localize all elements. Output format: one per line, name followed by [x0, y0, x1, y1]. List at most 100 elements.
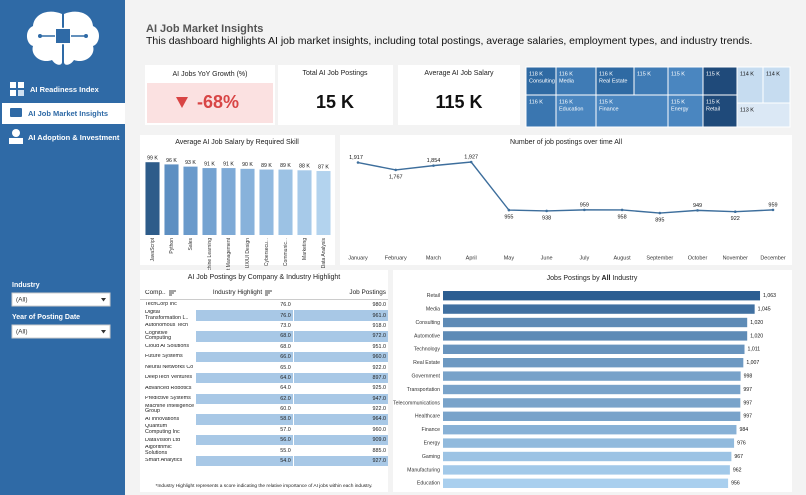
kpi-value: 15 K	[316, 92, 354, 112]
point	[583, 208, 586, 212]
point	[733, 210, 737, 214]
treemap-label: Consulting	[529, 78, 555, 84]
bar-label: 1,020	[750, 320, 763, 326]
treemap-value: 115 K	[706, 99, 720, 105]
sort-icon[interactable]	[168, 290, 177, 296]
point-label: 959	[580, 202, 589, 208]
point	[356, 161, 360, 164]
x-tick-label: Marketing	[302, 238, 308, 260]
table-row: DataVision Ltd 56.0 909.0	[140, 435, 388, 446]
bar-label: 91 K	[223, 161, 234, 167]
table-cell: 64.0	[194, 372, 293, 384]
nav-item[interactable]: AI Job Market Insights	[28, 109, 108, 118]
point-label: 1,927	[464, 154, 478, 160]
bar-label: 87 K	[318, 164, 329, 170]
bar	[443, 451, 732, 462]
chart-title: Average AI Job Salary by Required Skill	[175, 139, 299, 146]
y-tick-label: Real Estate	[413, 360, 440, 366]
y-tick-label: Manufacturing	[407, 467, 440, 473]
bar-label: 93 K	[185, 160, 196, 166]
x-tick-label: May	[504, 255, 515, 261]
table-row: DeepTech Ventures 64.0 897.0	[140, 372, 388, 384]
filter-value[interactable]: (All)	[16, 297, 28, 304]
y-tick-label: Energy	[424, 440, 441, 446]
table-cell: 68.0	[194, 331, 293, 342]
bar-label: 997	[743, 414, 752, 420]
bar	[443, 291, 761, 301]
table-row: Autonomous Tech 73.0 918.0	[140, 320, 388, 332]
y-tick-label: Education	[417, 481, 440, 487]
x-tick-label: Sales	[188, 238, 194, 251]
nav-item[interactable]: AI Adoption & Investment	[28, 133, 120, 142]
treemap-value: 115 K	[637, 71, 651, 77]
bar	[443, 304, 755, 314]
table-cell: 980.0	[292, 300, 388, 311]
treemap-cell	[702, 94, 738, 128]
bar	[443, 344, 745, 354]
treemap-value: 116 K	[529, 99, 543, 105]
treemap-value: 116 K	[559, 99, 573, 105]
y-tick-label: Media	[426, 306, 440, 312]
y-tick-label: Automotive	[414, 333, 440, 339]
y-tick-label: Gaming	[422, 454, 440, 460]
table-cell: Digital Transformation L..	[145, 310, 189, 321]
point-label: 958	[617, 214, 626, 220]
column-header[interactable]: Industry Highlight	[195, 286, 293, 299]
bar-label: 91 K	[204, 161, 215, 167]
table-cell: 55.0	[194, 445, 293, 456]
y-tick-label: Transportation	[407, 387, 440, 393]
dropdown-arrow	[101, 330, 106, 334]
x-tick-label: October	[688, 255, 708, 261]
table-cell: Advanced Robotics	[145, 385, 192, 391]
bar	[443, 317, 748, 328]
table-cell: 922.0	[292, 362, 388, 373]
nav-active-bg	[2, 103, 125, 124]
treemap-cell	[762, 66, 791, 104]
page-subtitle: This dashboard highlights AI job market …	[146, 35, 752, 47]
point-label: 959	[768, 202, 777, 208]
sort-icon[interactable]	[265, 290, 273, 296]
table-cell: Predictive Systems	[145, 396, 191, 401]
chart-title-filter: All	[602, 275, 611, 282]
bar-label: 967	[734, 454, 743, 460]
filter-label: Year of Posting Date	[12, 314, 80, 321]
column-header[interactable]: Comp..	[140, 290, 195, 296]
filter-value[interactable]: (All)	[16, 329, 28, 336]
line	[357, 161, 774, 214]
x-tick-label: February	[385, 255, 407, 261]
column-header[interactable]: Job Postings	[349, 289, 386, 296]
table-cell: 947.0	[292, 393, 388, 404]
point	[394, 168, 398, 172]
filter-dropdown[interactable]	[11, 324, 111, 339]
table-cell: 961.0	[292, 310, 388, 321]
treemap-value: 114 K	[766, 71, 780, 77]
bar-label: 1,011	[748, 347, 761, 353]
treemap-cell	[595, 66, 635, 96]
bar-label: 1,063	[763, 293, 776, 299]
x-tick-label: Cybersecu...	[264, 238, 270, 266]
point-label: 955	[504, 215, 513, 221]
bar	[240, 168, 255, 235]
x-tick-label: April	[466, 255, 477, 261]
kpi-value: 115 K	[435, 92, 482, 112]
bar	[316, 171, 331, 235]
filter-label: Industry	[12, 282, 40, 289]
y-tick-label: Finance	[422, 427, 441, 433]
table-cell: 64.0	[194, 383, 293, 394]
y-tick-label: Telecommunications	[393, 400, 440, 406]
table-cell: Smart Analytics	[145, 458, 183, 464]
bar	[443, 331, 748, 341]
point-label: 895	[655, 218, 664, 224]
treemap-cell	[633, 66, 669, 96]
bar	[443, 384, 741, 395]
table-row: AI Innovations 58.0 964.0	[140, 414, 388, 425]
treemap-cell	[555, 94, 597, 128]
x-tick-label: Python	[169, 238, 175, 254]
point	[507, 208, 511, 212]
filter-dropdown[interactable]	[11, 292, 111, 307]
nav-item[interactable]: AI Readiness Index	[30, 85, 100, 94]
kpi-title: Total AI Job Postings	[303, 70, 368, 77]
bar-label: 88 K	[299, 164, 310, 170]
table-cell: 918.0	[292, 320, 388, 332]
